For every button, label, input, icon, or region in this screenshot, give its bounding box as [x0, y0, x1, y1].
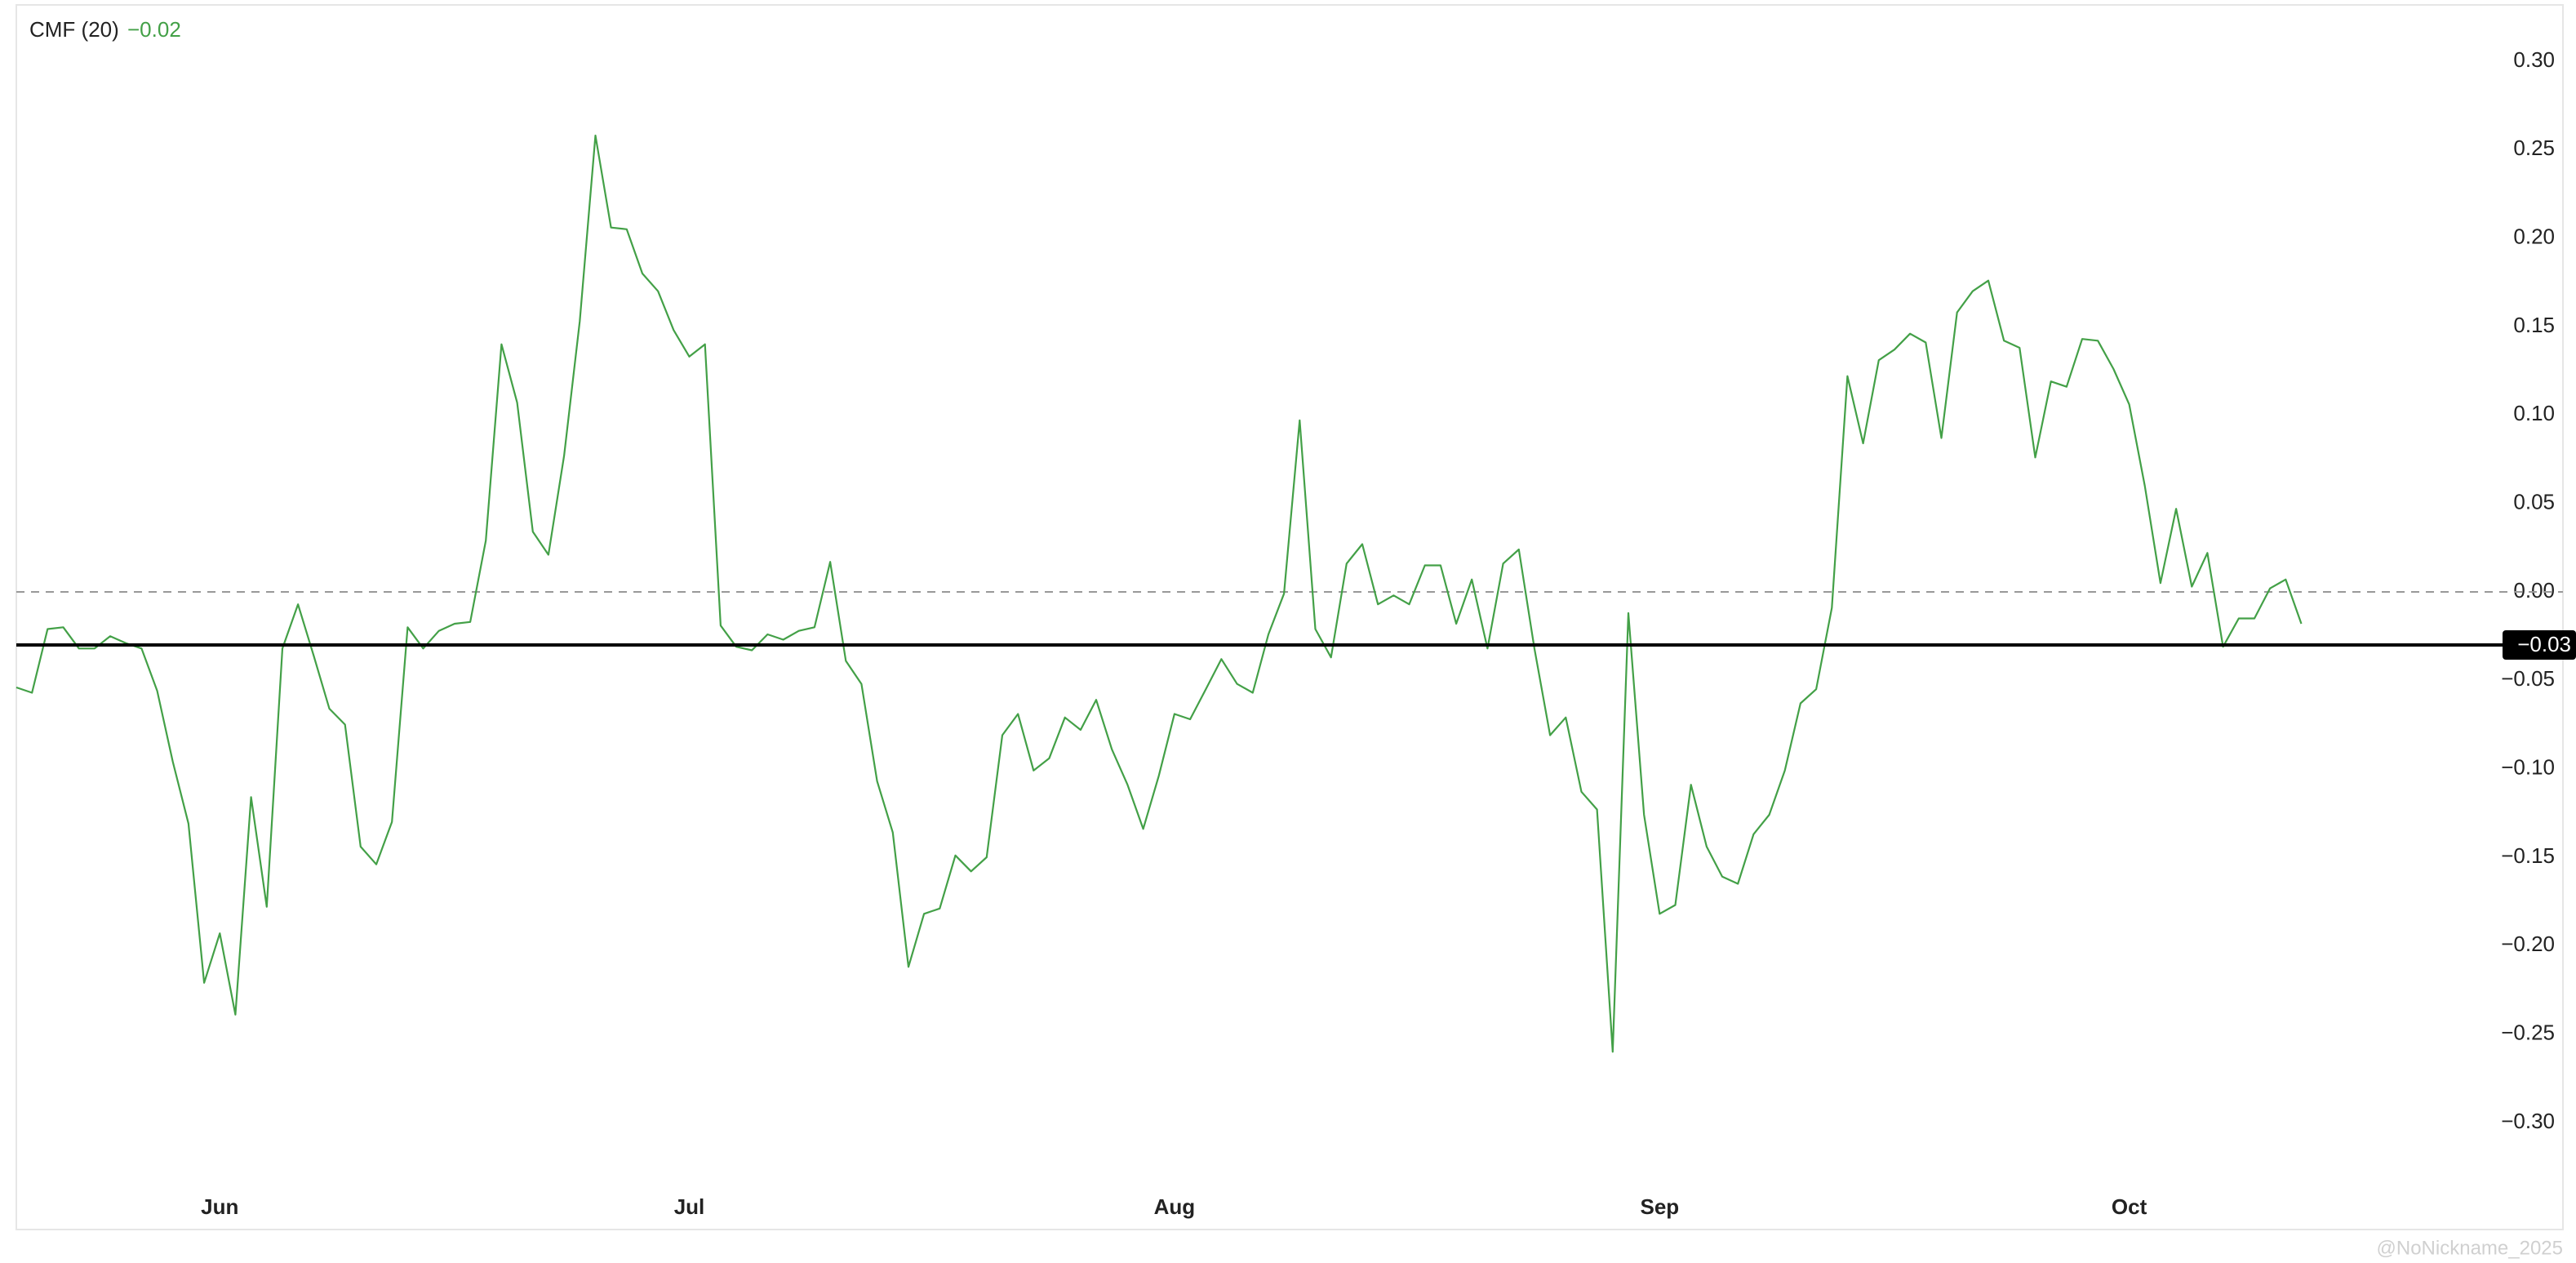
plot-frame: [16, 4, 2564, 1230]
y-tick-label: 0.10: [2513, 401, 2555, 425]
y-tick-label: 0.15: [2513, 313, 2555, 337]
y-tick-label: 0.20: [2513, 225, 2555, 249]
x-tick-label: Aug: [1154, 1194, 1196, 1219]
y-tick-label: −0.30: [2501, 1109, 2555, 1133]
x-tick-label: Oct: [2112, 1194, 2147, 1219]
y-tick-label: 0.30: [2513, 47, 2555, 72]
y-tick-label: 0.05: [2513, 490, 2555, 514]
watermark: @NoNickname_2025: [2377, 1237, 2563, 1259]
x-tick-label: Sep: [1640, 1194, 1679, 1219]
y-tick-label: −0.05: [2501, 666, 2555, 691]
y-tick-label: 0.00: [2513, 578, 2555, 603]
indicator-value: −0.02: [127, 17, 181, 42]
y-tick-label: 0.25: [2513, 136, 2555, 160]
x-tick-label: Jul: [674, 1194, 705, 1219]
price-label-box: [2503, 630, 2576, 660]
indicator-line: [16, 134, 2303, 1053]
x-tick-label: Jun: [201, 1194, 238, 1219]
indicator-title: CMF (20): [29, 17, 119, 42]
y-tick-label: −0.20: [2501, 932, 2555, 956]
y-tick-label: −0.10: [2501, 755, 2555, 780]
price-label: −0.03: [2517, 632, 2571, 656]
y-tick-label: −0.15: [2501, 843, 2555, 868]
y-tick-label: −0.25: [2501, 1021, 2555, 1045]
